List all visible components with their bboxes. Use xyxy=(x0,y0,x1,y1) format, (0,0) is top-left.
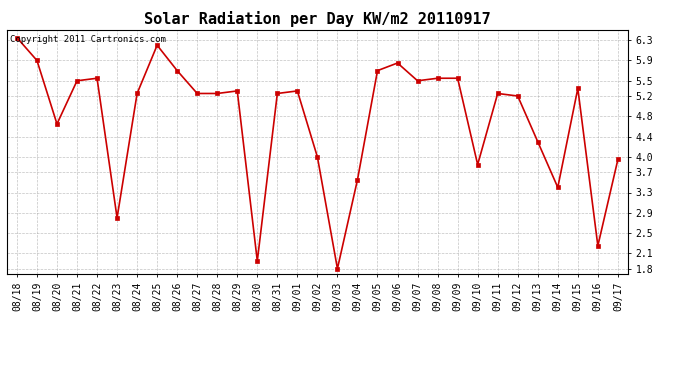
Text: Copyright 2011 Cartronics.com: Copyright 2011 Cartronics.com xyxy=(10,35,166,44)
Title: Solar Radiation per Day KW/m2 20110917: Solar Radiation per Day KW/m2 20110917 xyxy=(144,12,491,27)
